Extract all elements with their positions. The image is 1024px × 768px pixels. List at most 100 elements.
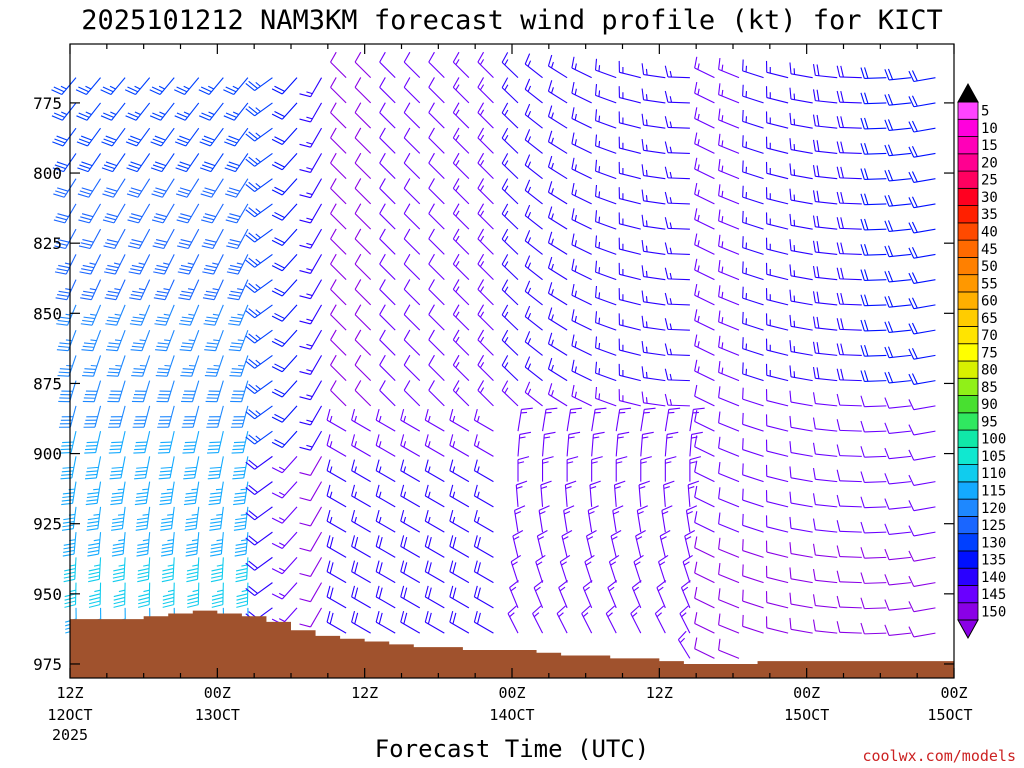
wind-barb-staff: [571, 67, 592, 79]
wind-barb-staff: [375, 545, 396, 558]
wind-barb-staff: [168, 405, 175, 428]
wind-barb-staff: [281, 153, 298, 171]
wind-barb-staff: [310, 304, 323, 325]
wind-barb-feather: [160, 553, 173, 557]
wind-barb-staff: [571, 118, 592, 129]
wind-barb-feather: [105, 242, 117, 246]
wind-barb-feather: [789, 188, 792, 201]
wind-barb-staff: [241, 405, 249, 428]
wind-barb-feather: [211, 596, 224, 601]
wind-barb-feather: [326, 408, 331, 421]
wind-barb: [103, 228, 126, 250]
wind-barb: [271, 531, 298, 549]
wind-barb-staff: [254, 582, 273, 596]
colorbar-label: 115: [981, 484, 1006, 500]
wind-barb-feather: [274, 211, 285, 219]
wind-barb-feather: [245, 562, 255, 571]
wind-barb-feather: [816, 367, 820, 379]
wind-barb-staff: [310, 329, 323, 350]
wind-barb: [174, 77, 200, 96]
wind-barb-half-feather: [598, 393, 601, 400]
wind-barb: [134, 456, 151, 480]
wind-barb-feather: [428, 203, 435, 214]
wind-barb-feather: [136, 549, 149, 553]
wind-barb-staff: [428, 364, 445, 382]
wind-barb: [354, 304, 372, 331]
wind-barb-half-feather: [238, 364, 245, 367]
wind-barb-feather: [201, 112, 213, 118]
wind-barb: [400, 585, 421, 609]
wind-barb: [403, 127, 421, 154]
wind-barb-half-feather: [455, 185, 460, 192]
wind-barb-feather: [234, 495, 246, 499]
wind-barb: [656, 580, 667, 609]
wind-barb: [718, 588, 740, 609]
wind-barb: [664, 343, 690, 356]
wind-barb: [789, 365, 813, 382]
wind-barb-half-feather: [520, 411, 528, 414]
wind-barb-feather: [884, 321, 890, 333]
wind-barb: [908, 196, 936, 209]
wind-barb-feather: [742, 614, 744, 627]
wind-barb-staff: [913, 430, 936, 436]
wind-barb-feather: [104, 190, 116, 195]
wind-barb: [452, 178, 470, 205]
wind-barb-staff: [839, 556, 862, 558]
wind-barb-staff: [839, 455, 862, 457]
wind-barb-feather: [178, 323, 191, 326]
wind-barb-feather: [299, 270, 311, 274]
wind-barb-staff: [667, 379, 690, 382]
wind-barb-feather: [161, 549, 173, 553]
wind-barb-feather: [80, 323, 93, 326]
wind-barb: [224, 127, 249, 147]
wind-barb-feather: [403, 253, 411, 265]
wind-barb-staff: [913, 481, 936, 486]
wind-barb: [884, 473, 911, 485]
wind-barb-staff: [667, 303, 690, 306]
wind-barb-feather: [274, 110, 285, 118]
colorbar-swatch: [957, 136, 979, 155]
wind-barb-staff: [766, 374, 789, 382]
wind-barb-half-feather: [697, 214, 700, 222]
wind-barb-staff: [97, 506, 102, 529]
wind-barb-staff: [790, 452, 813, 457]
wind-barb: [860, 193, 887, 206]
wind-barb-feather: [101, 167, 113, 173]
wind-barb-half-feather: [634, 561, 641, 566]
wind-barb-staff: [474, 545, 494, 558]
wind-barb: [789, 239, 813, 255]
wind-barb-staff: [742, 575, 764, 584]
wind-barb: [742, 286, 764, 306]
wind-barb-feather: [61, 473, 73, 476]
wind-barb-staff: [524, 265, 543, 281]
wind-barb: [789, 491, 813, 508]
wind-barb-feather: [664, 166, 669, 179]
wind-barb-feather: [81, 187, 93, 192]
wind-barb-feather: [201, 219, 213, 224]
wind-barb-staff: [403, 213, 421, 230]
wind-barb-feather: [55, 190, 67, 195]
wind-barb-staff: [477, 112, 494, 129]
wind-barb-feather: [107, 264, 119, 269]
wind-barb: [82, 355, 102, 377]
wind-barb: [158, 456, 175, 480]
wind-barb-staff: [379, 187, 396, 205]
wind-barb-staff: [87, 127, 101, 147]
wind-barb: [789, 112, 813, 129]
wind-barb: [245, 203, 273, 218]
wind-barb: [209, 506, 224, 531]
wind-barb-feather: [884, 372, 890, 384]
wind-barb-feather: [299, 547, 311, 552]
wind-barb-feather: [860, 168, 865, 180]
wind-barb: [664, 267, 690, 281]
wind-barb-half-feather: [237, 339, 245, 342]
wind-barb-feather: [204, 374, 217, 377]
wind-barb-staff: [111, 127, 126, 147]
wind-barb-feather: [427, 612, 432, 625]
wind-barb: [452, 228, 470, 255]
wind-barb-feather: [540, 480, 552, 486]
wind-barb-staff: [400, 596, 421, 609]
wind-barb: [271, 127, 298, 145]
wind-barb-feather: [354, 51, 362, 63]
wind-barb: [718, 58, 740, 79]
